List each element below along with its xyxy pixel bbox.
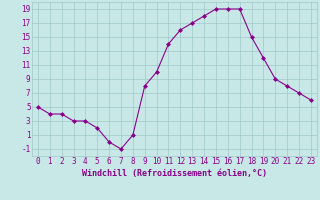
X-axis label: Windchill (Refroidissement éolien,°C): Windchill (Refroidissement éolien,°C) [82, 169, 267, 178]
